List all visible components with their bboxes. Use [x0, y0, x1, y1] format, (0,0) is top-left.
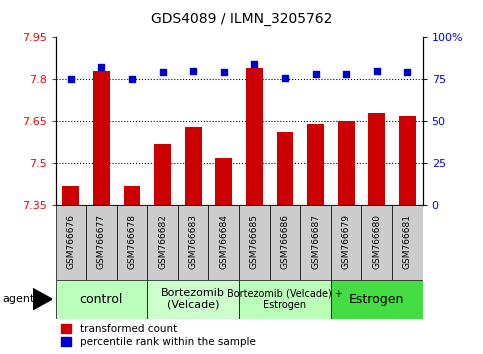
Bar	[93, 71, 110, 205]
Text: GSM766680: GSM766680	[372, 214, 381, 269]
FancyBboxPatch shape	[361, 205, 392, 280]
Text: control: control	[80, 293, 123, 306]
Point	[403, 70, 411, 75]
Point	[189, 68, 197, 74]
FancyBboxPatch shape	[239, 280, 331, 319]
Bar	[215, 158, 232, 205]
Polygon shape	[33, 289, 52, 310]
Point	[373, 68, 381, 74]
Text: GSM766683: GSM766683	[189, 214, 198, 269]
Point	[159, 70, 167, 75]
Text: GSM766685: GSM766685	[250, 214, 259, 269]
FancyBboxPatch shape	[239, 205, 270, 280]
Text: GSM766686: GSM766686	[281, 214, 289, 269]
Bar	[369, 113, 385, 205]
Point	[98, 64, 105, 70]
FancyBboxPatch shape	[392, 205, 423, 280]
Bar	[124, 186, 141, 205]
FancyBboxPatch shape	[331, 205, 361, 280]
Point	[251, 61, 258, 67]
Text: GSM766681: GSM766681	[403, 214, 412, 269]
Bar	[307, 124, 324, 205]
FancyBboxPatch shape	[147, 205, 178, 280]
Text: GDS4089 / ILMN_3205762: GDS4089 / ILMN_3205762	[151, 12, 332, 27]
FancyBboxPatch shape	[331, 280, 423, 319]
Bar	[185, 127, 201, 205]
FancyBboxPatch shape	[117, 205, 147, 280]
Legend: transformed count, percentile rank within the sample: transformed count, percentile rank withi…	[61, 324, 256, 347]
FancyBboxPatch shape	[56, 205, 86, 280]
FancyBboxPatch shape	[300, 205, 331, 280]
Bar	[154, 144, 171, 205]
Text: GSM766687: GSM766687	[311, 214, 320, 269]
Text: agent: agent	[2, 294, 35, 304]
Point	[67, 76, 75, 82]
Text: GSM766676: GSM766676	[66, 214, 75, 269]
Point	[281, 75, 289, 80]
Text: GSM766678: GSM766678	[128, 214, 137, 269]
FancyBboxPatch shape	[86, 205, 117, 280]
Text: Estrogen: Estrogen	[349, 293, 404, 306]
Bar	[277, 132, 293, 205]
Point	[312, 72, 319, 77]
Bar	[62, 186, 79, 205]
Point	[128, 76, 136, 82]
Text: Bortezomib (Velcade) +
Estrogen: Bortezomib (Velcade) + Estrogen	[227, 288, 343, 310]
FancyBboxPatch shape	[178, 205, 209, 280]
Text: GSM766684: GSM766684	[219, 214, 228, 269]
FancyBboxPatch shape	[147, 280, 239, 319]
Bar	[399, 116, 416, 205]
Text: Bortezomib
(Velcade): Bortezomib (Velcade)	[161, 288, 225, 310]
Bar	[246, 68, 263, 205]
Bar	[338, 121, 355, 205]
Text: GSM766679: GSM766679	[341, 214, 351, 269]
Text: GSM766682: GSM766682	[158, 214, 167, 269]
Text: GSM766677: GSM766677	[97, 214, 106, 269]
FancyBboxPatch shape	[209, 205, 239, 280]
FancyBboxPatch shape	[270, 205, 300, 280]
Point	[220, 70, 227, 75]
Point	[342, 72, 350, 77]
FancyBboxPatch shape	[56, 280, 147, 319]
